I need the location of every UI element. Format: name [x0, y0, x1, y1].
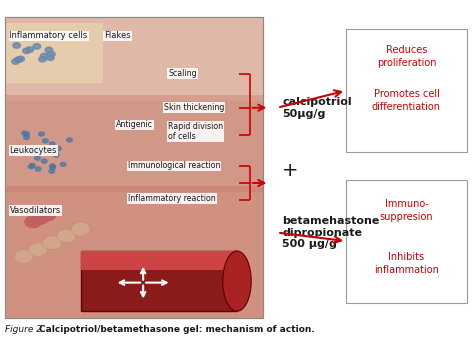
Circle shape	[46, 58, 53, 64]
Circle shape	[35, 149, 41, 154]
Text: Calcipotriol/betamethasone gel: mechanism of action.: Calcipotriol/betamethasone gel: mechanis…	[39, 325, 315, 333]
Circle shape	[25, 215, 42, 228]
Text: Immunological reaction: Immunological reaction	[128, 161, 220, 170]
Circle shape	[23, 59, 30, 65]
Circle shape	[49, 142, 55, 146]
Ellipse shape	[14, 250, 33, 263]
Circle shape	[30, 150, 36, 154]
FancyBboxPatch shape	[346, 29, 467, 152]
Text: Figure 2.: Figure 2.	[5, 325, 47, 333]
Circle shape	[60, 162, 66, 167]
Circle shape	[32, 212, 49, 224]
FancyBboxPatch shape	[81, 251, 237, 311]
Circle shape	[49, 169, 55, 173]
Circle shape	[35, 156, 40, 160]
FancyBboxPatch shape	[5, 23, 103, 83]
Circle shape	[43, 43, 50, 49]
Circle shape	[67, 138, 73, 142]
Circle shape	[45, 47, 53, 52]
Circle shape	[20, 52, 27, 58]
FancyBboxPatch shape	[5, 95, 263, 192]
Text: Leukocytes: Leukocytes	[9, 146, 57, 155]
Text: Inflammatory cells: Inflammatory cells	[9, 31, 88, 40]
Circle shape	[53, 153, 59, 157]
Circle shape	[50, 164, 55, 168]
Text: Flakes: Flakes	[104, 31, 131, 40]
Circle shape	[38, 132, 44, 136]
Circle shape	[50, 165, 55, 169]
Circle shape	[34, 54, 41, 59]
Text: Reduces
proliferation: Reduces proliferation	[377, 44, 436, 68]
Text: Scaling: Scaling	[168, 69, 197, 78]
Circle shape	[22, 131, 27, 135]
Circle shape	[29, 41, 37, 47]
Circle shape	[43, 53, 50, 58]
Ellipse shape	[71, 222, 90, 236]
FancyBboxPatch shape	[5, 17, 263, 318]
Circle shape	[39, 209, 56, 221]
Text: Rapid division
of cells: Rapid division of cells	[168, 122, 223, 141]
Ellipse shape	[223, 251, 251, 311]
Circle shape	[28, 165, 34, 169]
FancyBboxPatch shape	[5, 17, 263, 101]
Circle shape	[24, 132, 30, 136]
Text: Antigenic: Antigenic	[116, 120, 153, 129]
Circle shape	[24, 135, 29, 140]
Text: Vasodilators: Vasodilators	[9, 206, 61, 215]
Circle shape	[55, 146, 61, 150]
Text: betamehastone
dipropionate
500 μg/g: betamehastone dipropionate 500 μg/g	[282, 216, 379, 249]
Text: calcipotriol
50μg/g: calcipotriol 50μg/g	[282, 97, 352, 119]
Circle shape	[29, 163, 35, 168]
Circle shape	[32, 54, 39, 60]
Text: Promotes cell
differentiation: Promotes cell differentiation	[372, 89, 441, 112]
Circle shape	[43, 139, 48, 143]
FancyBboxPatch shape	[5, 186, 263, 318]
Circle shape	[35, 167, 41, 171]
Ellipse shape	[28, 243, 47, 256]
Text: Inhibits
inflammation: Inhibits inflammation	[374, 252, 439, 275]
FancyBboxPatch shape	[81, 251, 237, 270]
Text: +: +	[282, 161, 299, 181]
Text: Inflammatory reaction: Inflammatory reaction	[128, 194, 216, 203]
Circle shape	[41, 159, 47, 163]
Ellipse shape	[57, 229, 76, 243]
Circle shape	[10, 50, 18, 55]
Circle shape	[34, 49, 41, 54]
Circle shape	[42, 46, 50, 52]
Text: Immuno-
suppresion: Immuno- suppresion	[380, 199, 433, 222]
Ellipse shape	[43, 236, 62, 250]
FancyBboxPatch shape	[346, 180, 467, 303]
Text: Skin thickening: Skin thickening	[164, 103, 224, 112]
